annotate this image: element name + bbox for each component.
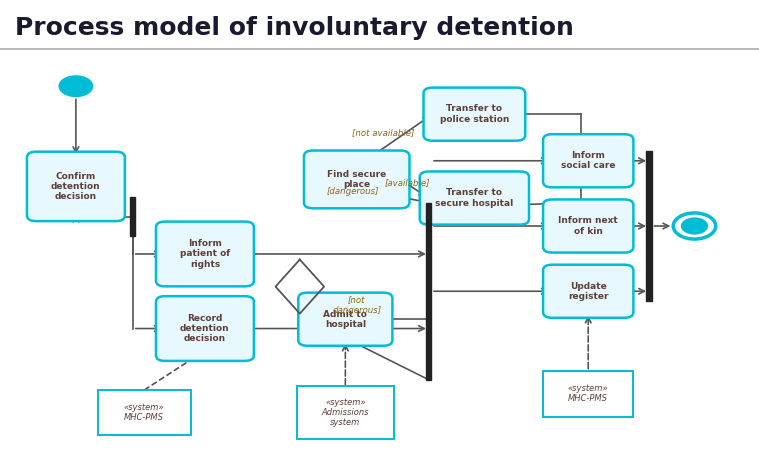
Text: Confirm
detention
decision: Confirm detention decision: [51, 171, 101, 201]
Text: «system»
Admissions
system: «system» Admissions system: [322, 397, 369, 427]
Text: Find secure
place: Find secure place: [327, 170, 386, 189]
FancyBboxPatch shape: [543, 371, 633, 417]
Text: Transfer to
secure hospital: Transfer to secure hospital: [435, 188, 514, 208]
Text: Admit to
hospital: Admit to hospital: [323, 309, 367, 329]
FancyBboxPatch shape: [27, 152, 124, 221]
Bar: [647, 151, 651, 301]
Circle shape: [682, 218, 707, 234]
Text: [available]: [available]: [385, 178, 430, 187]
Text: Update
register: Update register: [568, 281, 609, 301]
Text: Record
detention
decision: Record detention decision: [180, 314, 230, 343]
Text: [dangerous]: [dangerous]: [326, 186, 380, 196]
FancyBboxPatch shape: [543, 134, 633, 187]
Polygon shape: [276, 260, 324, 314]
FancyBboxPatch shape: [97, 390, 191, 435]
Bar: [131, 197, 136, 236]
FancyBboxPatch shape: [424, 88, 525, 141]
Text: «system»
MHC-PMS: «system» MHC-PMS: [568, 384, 609, 404]
Bar: [427, 203, 431, 380]
FancyBboxPatch shape: [304, 151, 410, 208]
Text: Inform
patient of
rights: Inform patient of rights: [180, 239, 230, 269]
FancyBboxPatch shape: [156, 222, 254, 286]
Text: [not
dangerous]: [not dangerous]: [332, 295, 381, 315]
Text: Process model of involuntary detention: Process model of involuntary detention: [15, 16, 574, 41]
FancyBboxPatch shape: [543, 199, 633, 253]
FancyBboxPatch shape: [298, 293, 392, 346]
Circle shape: [59, 76, 93, 96]
Text: [not available]: [not available]: [352, 128, 414, 137]
FancyBboxPatch shape: [420, 171, 529, 225]
FancyBboxPatch shape: [297, 386, 394, 439]
FancyBboxPatch shape: [156, 296, 254, 361]
FancyBboxPatch shape: [543, 265, 633, 318]
Text: Inform
social care: Inform social care: [561, 151, 616, 171]
Text: Inform next
of kin: Inform next of kin: [559, 216, 618, 236]
Text: «system»
MHC-PMS: «system» MHC-PMS: [124, 403, 165, 422]
Text: Transfer to
police station: Transfer to police station: [439, 104, 509, 124]
